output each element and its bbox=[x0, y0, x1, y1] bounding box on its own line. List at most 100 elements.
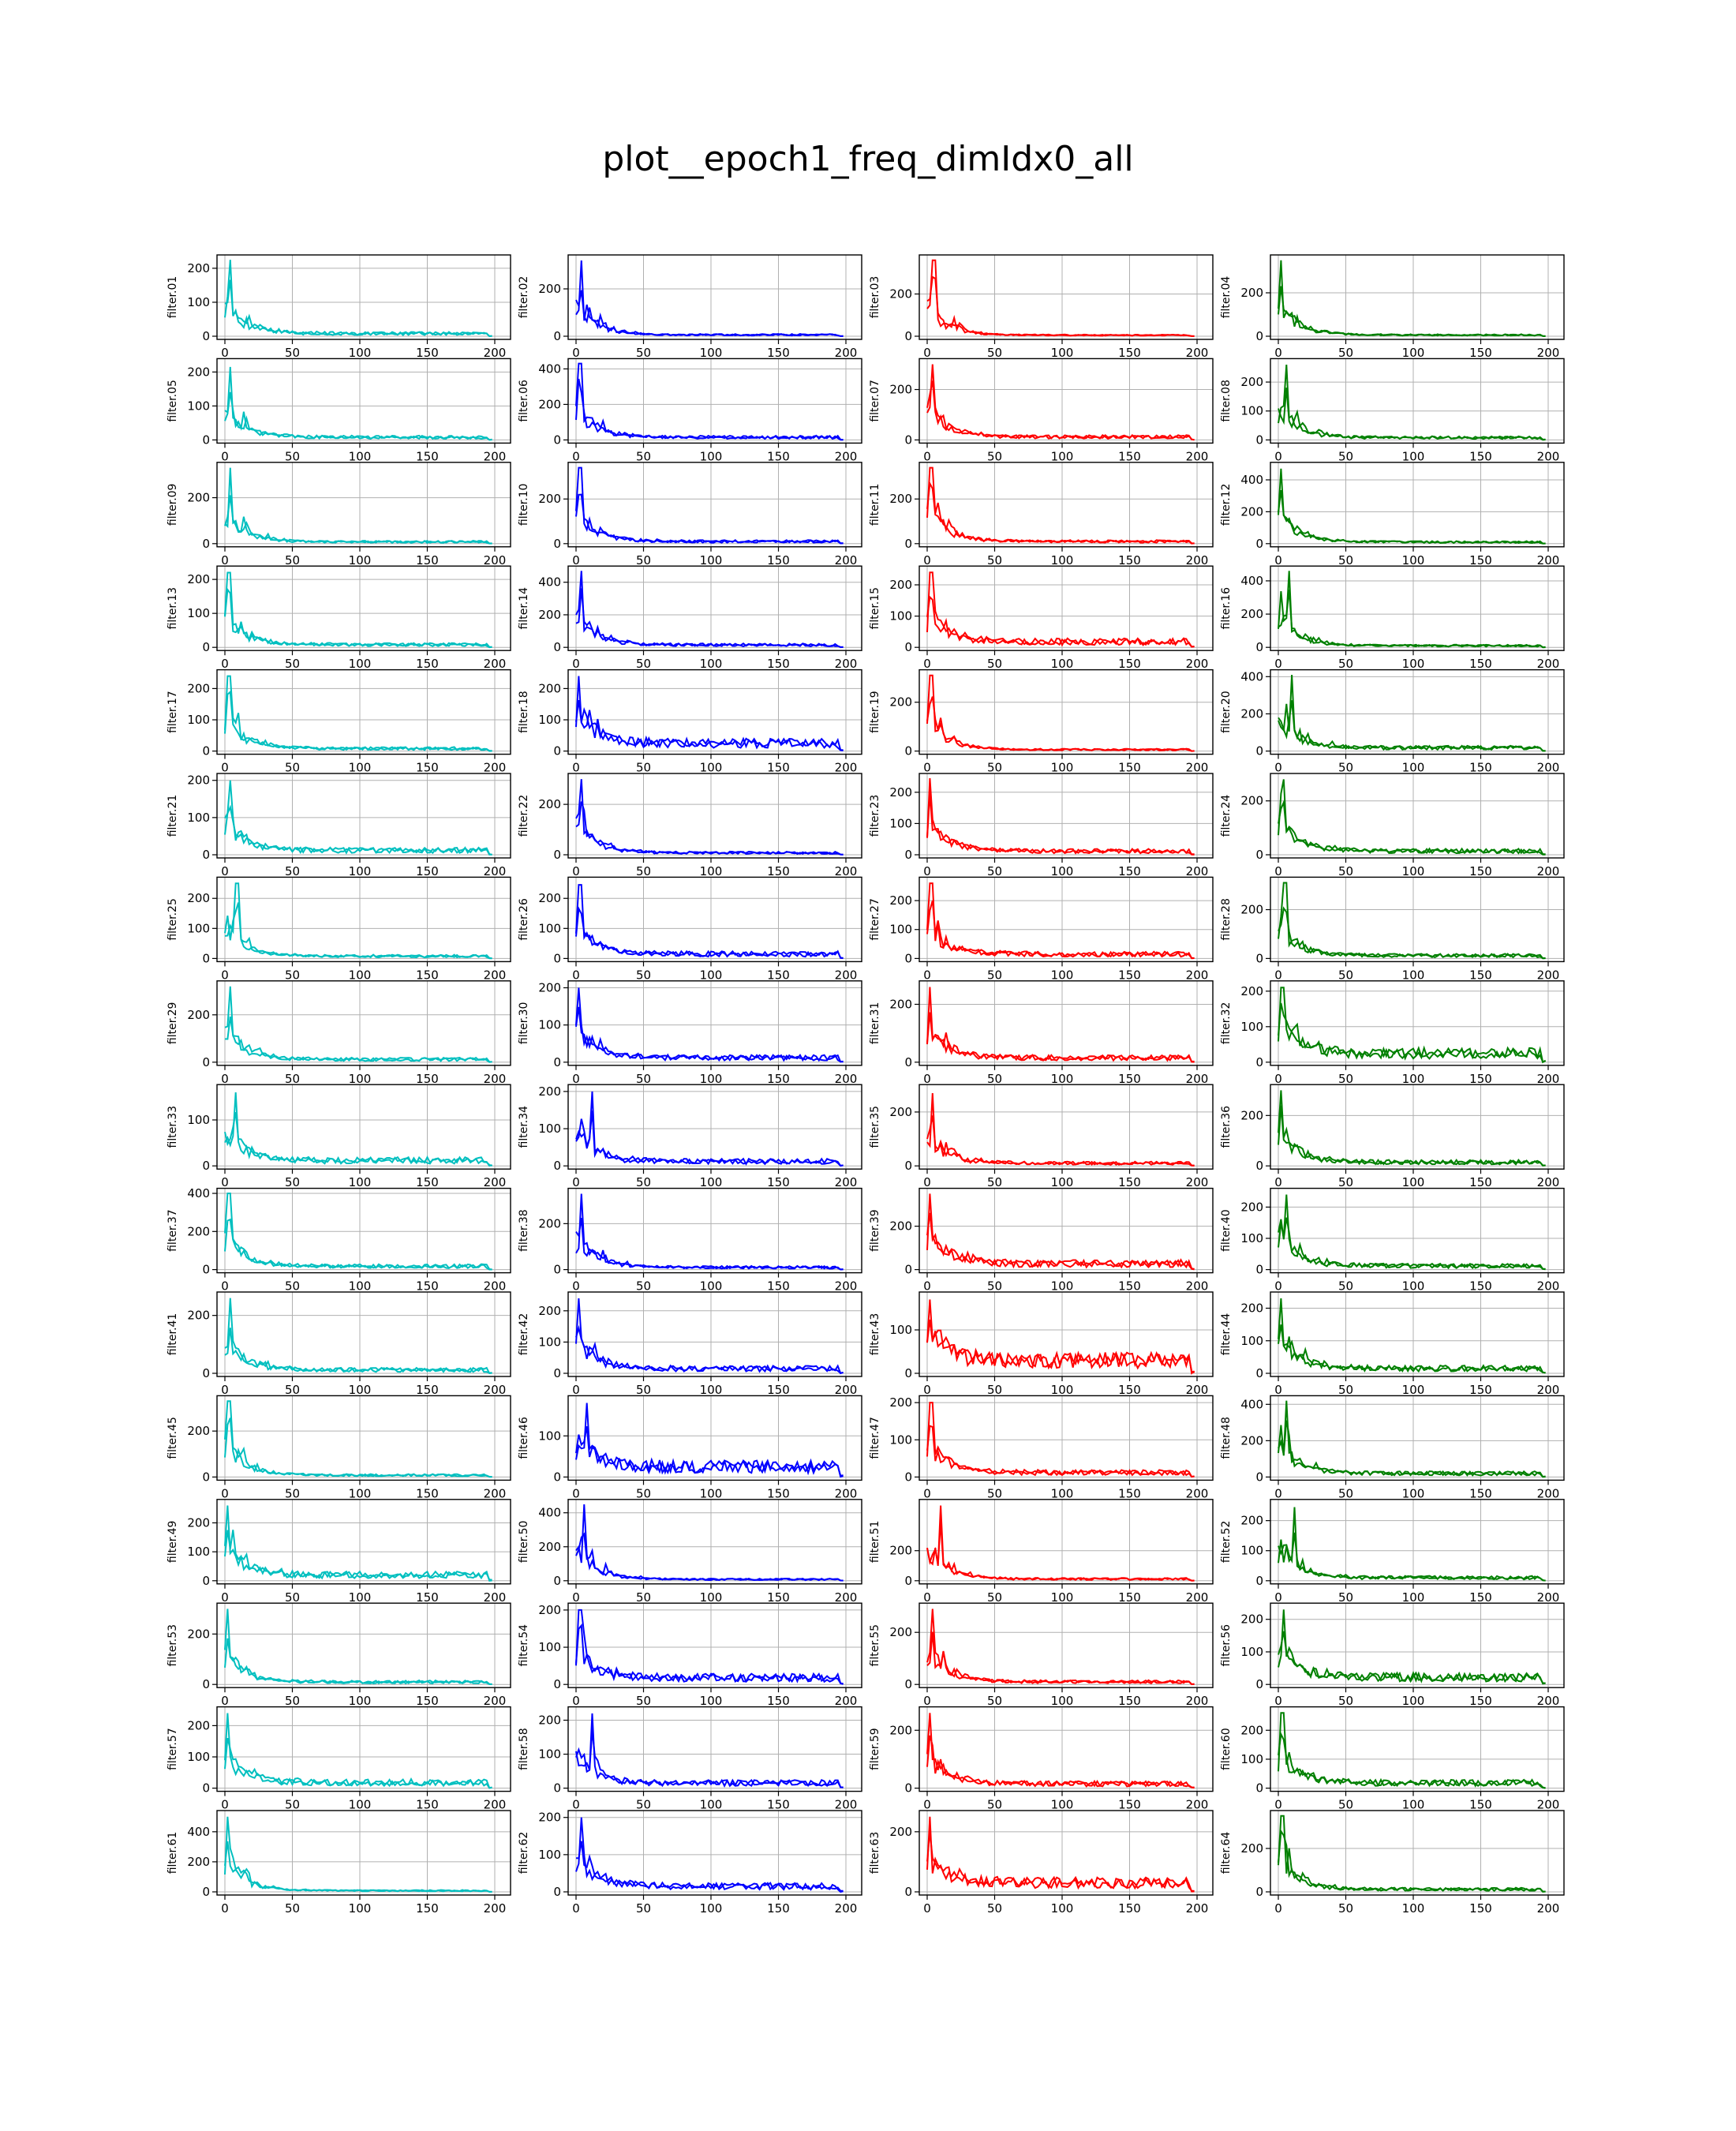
x-tick-label: 50 bbox=[285, 761, 300, 775]
series-line bbox=[926, 481, 1195, 545]
x-tick-label: 100 bbox=[1402, 1279, 1425, 1294]
subplot-filter.58: 0 50 100 150 200 0 100 200 filter.58 bbox=[518, 1706, 862, 1812]
y-tick-label: 0 bbox=[202, 1885, 210, 1899]
x-tick-label: 200 bbox=[1537, 864, 1560, 878]
x-tick-label: 50 bbox=[636, 1279, 651, 1294]
x-tick-label: 0 bbox=[923, 346, 931, 360]
subplot-filter.08: 0 50 100 150 200 0 100 200 filter.08 bbox=[1220, 358, 1565, 463]
axes-frame bbox=[216, 1810, 511, 1896]
x-tick-label: 100 bbox=[1051, 449, 1074, 463]
x-tick-label: 50 bbox=[636, 1590, 651, 1605]
subplot-filter.55: 0 50 100 150 200 0 200 filter.55 bbox=[869, 1602, 1214, 1708]
series-line bbox=[575, 884, 844, 959]
x-tick-label: 200 bbox=[484, 1901, 507, 1916]
x-tick-label: 0 bbox=[221, 761, 229, 775]
x-tick-label: 200 bbox=[1537, 761, 1560, 775]
y-axis-label: filter.39 bbox=[869, 1209, 881, 1252]
subplot-filter.18: 0 50 100 150 200 0 100 200 filter.18 bbox=[518, 669, 862, 775]
x-tick-label: 100 bbox=[1402, 1901, 1425, 1916]
y-axis-label: filter.10 bbox=[518, 484, 530, 526]
series-line bbox=[926, 595, 1195, 648]
x-tick-label: 0 bbox=[1274, 1175, 1282, 1189]
y-axis-label: filter.25 bbox=[166, 898, 179, 941]
y-tick-label: 200 bbox=[1240, 984, 1263, 998]
y-tick-label: 200 bbox=[889, 997, 912, 1011]
y-tick-label: 0 bbox=[904, 1055, 912, 1069]
y-axis-label: filter.48 bbox=[1220, 1417, 1233, 1459]
series-line bbox=[224, 1530, 492, 1582]
x-tick-label: 100 bbox=[700, 1901, 723, 1916]
series-line bbox=[575, 1730, 844, 1788]
axes-frame bbox=[1270, 876, 1565, 963]
x-tick-label: 0 bbox=[1274, 1072, 1282, 1086]
series-line bbox=[926, 1193, 1195, 1271]
y-tick-label: 200 bbox=[187, 261, 210, 275]
y-tick-label: 100 bbox=[187, 713, 210, 727]
x-tick-label: 50 bbox=[285, 1072, 300, 1086]
y-tick-label: 200 bbox=[187, 1855, 210, 1869]
x-tick-label: 200 bbox=[484, 968, 507, 982]
y-axis-label: filter.56 bbox=[1220, 1624, 1233, 1667]
subplot-filter.05: 0 50 100 150 200 0 100 200 filter.05 bbox=[166, 358, 511, 463]
y-tick-label: 0 bbox=[1255, 640, 1263, 654]
x-tick-label: 0 bbox=[923, 449, 931, 463]
series-line bbox=[1278, 779, 1546, 856]
x-tick-label: 50 bbox=[1338, 968, 1353, 982]
y-tick-label: 200 bbox=[889, 1105, 912, 1119]
y-tick-label: 0 bbox=[202, 1470, 210, 1484]
axes-frame bbox=[919, 254, 1214, 340]
series-line bbox=[926, 1505, 1195, 1582]
x-tick-label: 50 bbox=[636, 1486, 651, 1500]
x-tick-label: 200 bbox=[484, 449, 507, 463]
x-tick-label: 50 bbox=[285, 1590, 300, 1605]
y-tick-label: 400 bbox=[1240, 574, 1263, 588]
subplot-filter.42: 0 50 100 150 200 0 100 200 filter.42 bbox=[518, 1291, 862, 1397]
series-line bbox=[926, 1631, 1195, 1686]
x-tick-label: 150 bbox=[1118, 553, 1141, 567]
x-tick-label: 150 bbox=[1118, 1279, 1141, 1294]
x-tick-label: 100 bbox=[1051, 1175, 1074, 1189]
y-tick-label: 0 bbox=[553, 1470, 561, 1484]
x-tick-label: 0 bbox=[923, 1694, 931, 1708]
y-axis-label: filter.54 bbox=[518, 1624, 530, 1667]
y-axis-label: filter.26 bbox=[518, 898, 530, 941]
x-tick-label: 200 bbox=[1537, 1901, 1560, 1916]
x-tick-label: 150 bbox=[1469, 1175, 1492, 1189]
y-tick-label: 400 bbox=[538, 575, 561, 590]
x-tick-label: 200 bbox=[1537, 1175, 1560, 1189]
x-tick-label: 150 bbox=[767, 1175, 790, 1189]
axes-frame bbox=[567, 1602, 862, 1688]
x-tick-label: 150 bbox=[1469, 1694, 1492, 1708]
series-line bbox=[224, 366, 492, 441]
axes-frame bbox=[567, 1499, 862, 1585]
series-line bbox=[575, 1110, 844, 1167]
y-tick-label: 0 bbox=[202, 537, 210, 551]
x-tick-label: 50 bbox=[987, 1901, 1002, 1916]
x-tick-label: 200 bbox=[1537, 1072, 1560, 1086]
y-tick-label: 200 bbox=[1240, 1612, 1263, 1627]
y-tick-label: 0 bbox=[202, 1574, 210, 1588]
x-tick-label: 200 bbox=[484, 1798, 507, 1812]
x-tick-label: 50 bbox=[285, 553, 300, 567]
subplot-filter.51: 0 50 100 150 200 0 200 filter.51 bbox=[869, 1499, 1214, 1605]
x-tick-label: 50 bbox=[636, 657, 651, 671]
axes-frame bbox=[567, 1084, 862, 1170]
x-tick-label: 150 bbox=[1469, 657, 1492, 671]
series-line bbox=[1278, 1609, 1546, 1684]
x-tick-label: 150 bbox=[416, 1694, 439, 1708]
series-line bbox=[926, 1319, 1195, 1375]
series-line bbox=[575, 260, 844, 337]
y-tick-label: 0 bbox=[1255, 744, 1263, 758]
series-line bbox=[575, 1403, 844, 1477]
x-tick-label: 200 bbox=[835, 346, 858, 360]
y-tick-label: 0 bbox=[202, 1055, 210, 1069]
x-tick-label: 200 bbox=[835, 1175, 858, 1189]
axes-frame bbox=[919, 462, 1214, 548]
series-line bbox=[224, 902, 492, 960]
x-tick-label: 50 bbox=[1338, 449, 1353, 463]
y-tick-label: 200 bbox=[1240, 1108, 1263, 1122]
subplot-filter.44: 0 50 100 150 200 0 100 200 filter.44 bbox=[1220, 1291, 1565, 1397]
axes-frame bbox=[567, 1187, 862, 1274]
x-tick-label: 100 bbox=[1402, 864, 1425, 878]
y-axis-label: filter.45 bbox=[166, 1417, 179, 1459]
